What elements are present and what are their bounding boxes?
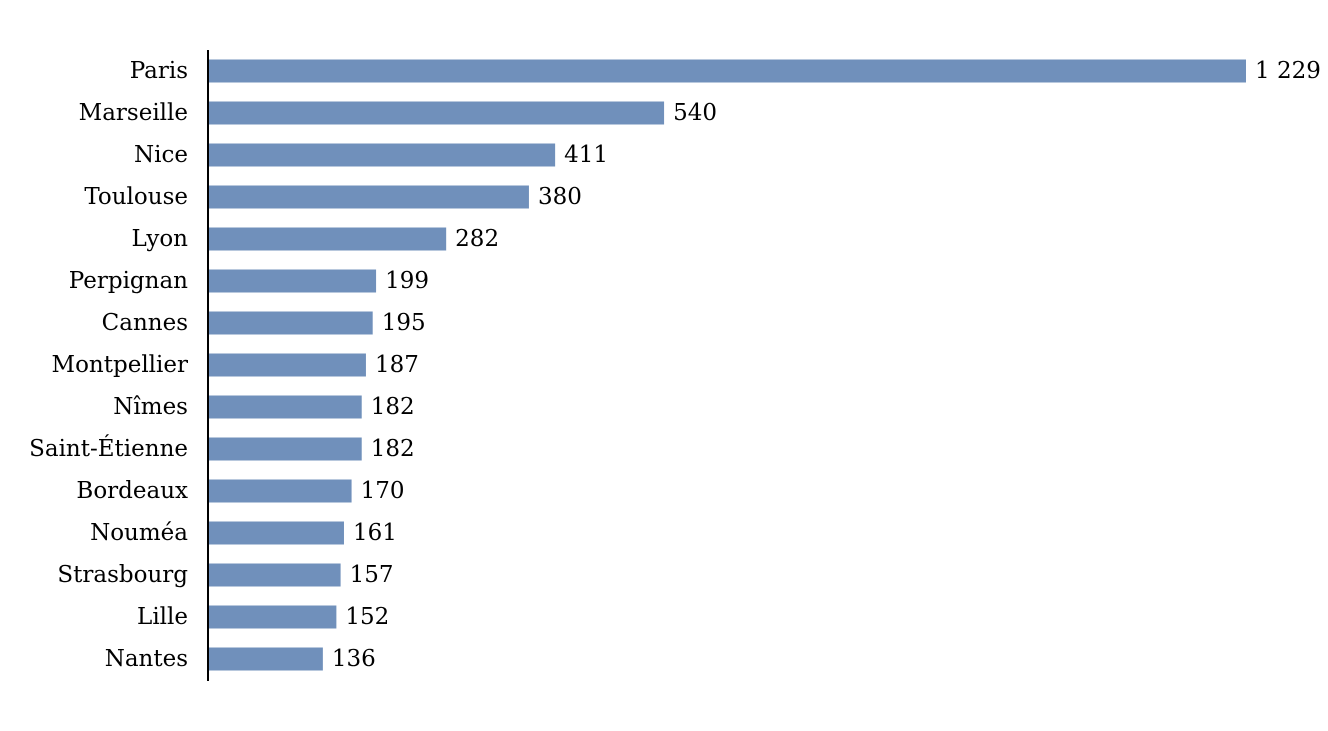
category-label-perpignan: Perpignan [69, 268, 188, 294]
value-label-noumea: 161 [353, 520, 397, 546]
category-label-cannes: Cannes [102, 310, 188, 336]
category-label-nimes: Nîmes [113, 394, 188, 420]
bar-marseille [208, 101, 665, 125]
value-label-montpellier: 187 [375, 352, 419, 378]
value-label-toulouse: 380 [538, 184, 582, 210]
category-label-nantes: Nantes [105, 646, 188, 672]
bar-paris [208, 59, 1246, 83]
category-label-strasbourg: Strasbourg [57, 562, 188, 588]
value-label-bordeaux: 170 [361, 478, 405, 504]
category-labels-group: Paris Marseille Nice Toulouse Lyon Perpignan C… [29, 58, 188, 672]
value-label-nantes: 136 [332, 646, 376, 672]
bar-noumea [208, 521, 344, 545]
category-label-marseille: Marseille [79, 100, 188, 126]
category-label-montpellier: Montpellier [52, 352, 188, 378]
value-label-nice: 411 [564, 142, 608, 168]
bar-lyon [208, 227, 447, 251]
value-label-lyon: 282 [455, 226, 499, 252]
bar-saint-etienne [208, 437, 362, 461]
value-label-marseille: 540 [673, 100, 717, 126]
category-label-nice: Nice [134, 142, 188, 168]
value-label-saint-etienne: 182 [371, 436, 415, 462]
bars-group [208, 59, 1246, 671]
value-label-strasbourg: 157 [350, 562, 394, 588]
category-label-bordeaux: Bordeaux [76, 478, 188, 504]
bar-bordeaux [208, 479, 352, 503]
bar-strasbourg [208, 563, 341, 587]
bar-lille [208, 605, 337, 629]
value-label-nimes: 182 [371, 394, 415, 420]
category-label-lyon: Lyon [131, 226, 188, 252]
bar-nice [208, 143, 556, 167]
bar-nantes [208, 647, 323, 671]
category-label-noumea: Nouméa [90, 520, 188, 546]
bar-perpignan [208, 269, 377, 293]
value-label-perpignan: 199 [385, 268, 429, 294]
value-label-paris: 1 229 [1255, 58, 1321, 84]
bar-montpellier [208, 353, 366, 377]
bar-nimes [208, 395, 362, 419]
value-label-cannes: 195 [382, 310, 426, 336]
category-label-saint-etienne: Saint-Étienne [29, 435, 188, 462]
value-label-lille: 152 [345, 604, 389, 630]
category-label-toulouse: Toulouse [84, 184, 188, 210]
bar-cannes [208, 311, 373, 335]
bar-toulouse [208, 185, 529, 209]
category-label-lille: Lille [137, 604, 188, 630]
value-labels-group: 1 229 540 411 380 282 199 195 187 182 182 170 161 15… [332, 58, 1321, 672]
category-label-paris: Paris [130, 58, 188, 84]
